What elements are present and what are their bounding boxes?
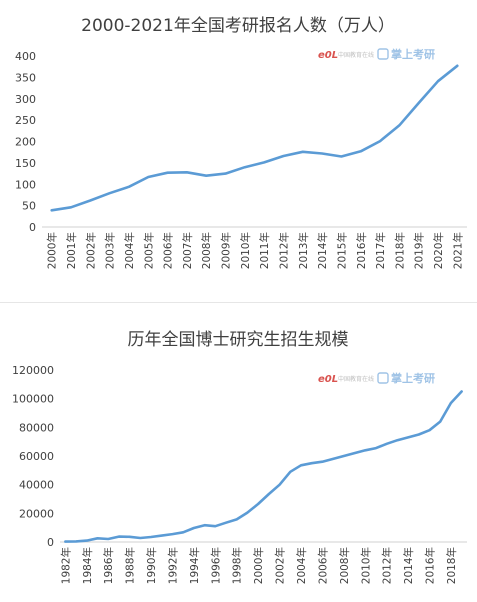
x-tick-label: 2020年 (432, 232, 445, 269)
watermark-brand: 掌上考研 (391, 47, 435, 61)
x-tick-label: 2004年 (295, 547, 308, 584)
x-tick-label: 1992年 (166, 547, 179, 584)
chart-panel-phd: 历年全国博士研究生招生规模 0 20000 40000 60000 80000 100000… (0, 312, 477, 602)
chart-title: 历年全国博士研究生招生规模 (128, 330, 349, 350)
chart-title: 2000-2021年全国考研报名人数（万人） (81, 16, 395, 36)
x-tick-label: 2018年 (445, 547, 458, 584)
x-tick-label: 2002年 (274, 547, 287, 584)
y-tick-label: 60000 (19, 450, 54, 463)
x-tick-label: 1984年 (81, 547, 94, 584)
brand-icon (377, 372, 389, 384)
x-tick-label: 2010年 (239, 232, 252, 269)
y-tick-label: 120000 (12, 364, 54, 377)
x-tick-label: 2016年 (355, 232, 368, 269)
x-tick-label: 2002年 (84, 232, 97, 269)
applicants-line-chart: 2000-2021年全国考研报名人数（万人） 0 50 100 150 200 250 300… (15, 16, 467, 269)
x-tick-label: 2014年 (316, 232, 329, 269)
x-tick-label: 2001年 (65, 232, 78, 269)
y-tick-label: 20000 (19, 507, 54, 520)
y-tick-label: 50 (22, 200, 36, 213)
eol-logo-text: e0L (318, 374, 338, 385)
watermark-site-name: 中国教育在线 (338, 375, 374, 383)
x-tick-label: 2006年 (316, 547, 329, 584)
x-tick-label: 2003年 (104, 232, 117, 269)
x-tick-label: 2004年 (123, 232, 136, 269)
eol-logo-text: e0L (318, 50, 338, 61)
x-tick-label: 2021年 (451, 232, 464, 269)
y-tick-label: 40000 (19, 479, 54, 492)
x-tick-label: 2019年 (413, 232, 426, 269)
y-tick-label: 350 (15, 71, 36, 84)
x-tick-label: 2007年 (181, 232, 194, 269)
x-tick-label: 2000年 (252, 547, 265, 584)
x-tick-label: 1982年 (59, 547, 72, 584)
y-tick-label: 300 (15, 93, 36, 106)
watermark-brand: 掌上考研 (391, 371, 435, 385)
chart-panel-applicants: 2000-2021年全国考研报名人数（万人） 0 50 100 150 200 250 300… (0, 0, 477, 300)
series-line (50, 64, 459, 212)
watermark-logo: e0L 中国教育在线 掌上考研 (318, 47, 435, 61)
x-tick-label: 1994年 (188, 547, 201, 584)
x-tick-label: 2008年 (200, 232, 213, 269)
x-tick-label: 2005年 (142, 232, 155, 269)
y-tick-label: 400 (15, 50, 36, 63)
x-tick-label: 2015年 (335, 232, 348, 269)
x-tick-label: 1998年 (231, 547, 244, 584)
y-tick-label: 150 (15, 157, 36, 170)
y-tick-label: 100 (15, 178, 36, 191)
x-tick-label: 2011年 (258, 232, 271, 269)
y-tick-label: 0 (47, 536, 54, 549)
watermark-site-name: 中国教育在线 (338, 51, 374, 59)
x-tick-label: 2009年 (220, 232, 233, 269)
y-tick-label: 250 (15, 114, 36, 127)
x-tick-label: 1988年 (124, 547, 137, 584)
brand-icon (377, 48, 389, 60)
y-tick-label: 200 (15, 136, 36, 149)
x-tick-label: 2016年 (424, 547, 437, 584)
x-tick-label: 2000年 (46, 232, 59, 269)
x-tick-label: 2012年 (277, 232, 290, 269)
x-tick-label: 2017年 (374, 232, 387, 269)
x-tick-label: 2006年 (162, 232, 175, 269)
y-tick-label: 100000 (12, 393, 54, 406)
series-line (64, 390, 463, 543)
x-tick-label: 1986年 (102, 547, 115, 584)
watermark-logo: e0L 中国教育在线 掌上考研 (318, 371, 435, 385)
x-tick-label: 2012年 (381, 547, 394, 584)
phd-enrollment-line-chart: 历年全国博士研究生招生规模 0 20000 40000 60000 80000 100000… (12, 330, 467, 584)
x-tick-label: 1990年 (145, 547, 158, 584)
x-tick-label: 2010年 (359, 547, 372, 584)
y-tick-label: 80000 (19, 421, 54, 434)
x-tick-label: 2014年 (402, 547, 415, 584)
x-tick-label: 2013年 (297, 232, 310, 269)
x-tick-label: 2008年 (338, 547, 351, 584)
panel-divider (0, 302, 477, 303)
x-tick-label: 1996年 (209, 547, 222, 584)
x-tick-label: 2018年 (393, 232, 406, 269)
y-tick-label: 0 (29, 221, 36, 234)
